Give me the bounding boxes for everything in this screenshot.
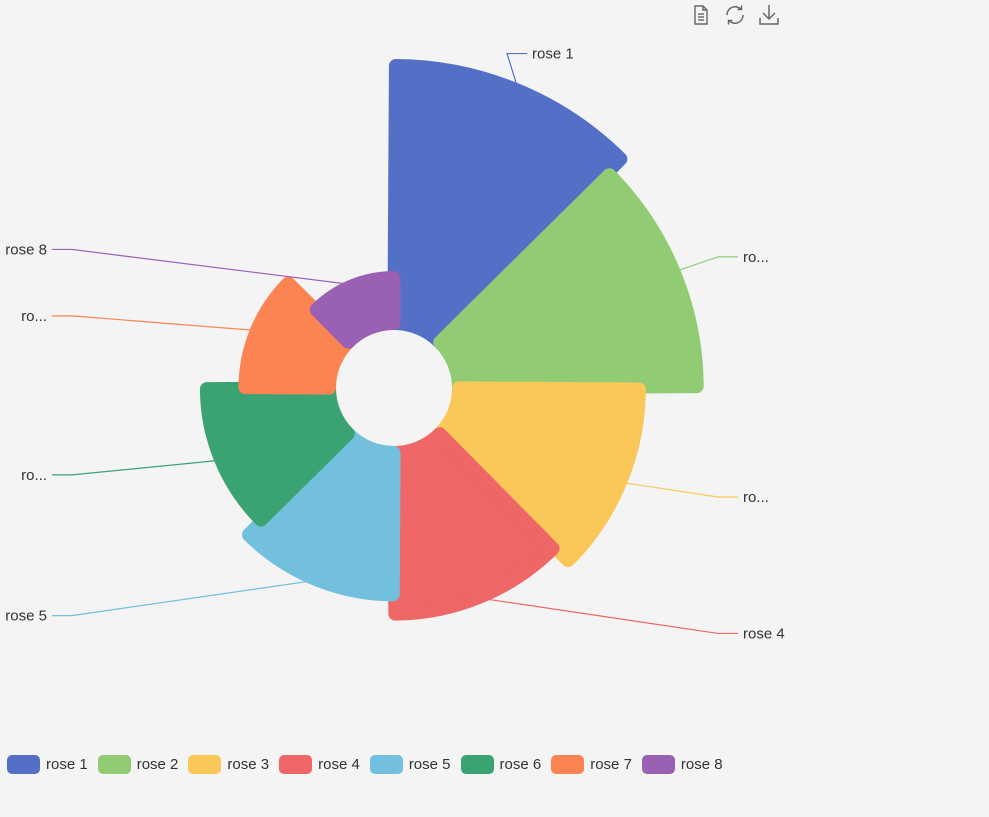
slice-label-rose-4: rose 4 [743, 625, 785, 642]
rose-slice-rose-3[interactable] [433, 381, 646, 568]
label-line-rose-2 [675, 256, 738, 272]
legend-item-rose-4[interactable]: rose 4 [279, 755, 360, 774]
slice-label-rose-1: rose 1 [532, 46, 574, 63]
legend-label: rose 6 [499, 756, 542, 773]
legend-item-rose-1[interactable]: rose 1 [7, 755, 88, 774]
legend-label: rose 1 [46, 756, 88, 773]
slice-label-rose-7: ro... [21, 308, 47, 325]
slice-label-rose-3: ro... [743, 489, 769, 506]
rose-slice-rose-5[interactable] [241, 427, 401, 602]
legend-label: rose 4 [318, 756, 360, 773]
slice-label-rose-6: ro... [21, 467, 47, 484]
label-line-rose-1 [506, 52, 527, 89]
chart-legend: rose 1 rose 2 rose 3 rose 4 rose 5 rose 6 rose… [7, 755, 723, 774]
legend-item-rose-8[interactable]: rose 8 [641, 755, 723, 774]
legend-label: rose 5 [408, 756, 451, 773]
label-line-rose-4 [481, 597, 738, 635]
data-view-icon[interactable] [688, 2, 714, 28]
legend-item-rose-5[interactable]: rose 5 [369, 755, 451, 774]
rose-slice-rose-7[interactable] [238, 276, 355, 395]
slice-label-rose-8: rose 8 [5, 241, 47, 258]
restore-icon[interactable] [722, 2, 748, 28]
rose-slice-rose-8[interactable] [309, 271, 401, 349]
legend-swatch [641, 755, 675, 774]
rose-chart: rose 1 ro... ro... rose 4 rose 5 ro... ro... ro… [5, 46, 785, 643]
legend-item-rose-7[interactable]: rose 7 [551, 755, 632, 774]
label-line-rose-5 [52, 579, 315, 617]
legend-swatch [188, 755, 222, 774]
label-line-rose-8 [52, 248, 352, 286]
label-line-rose-6 [52, 459, 220, 476]
legend-item-rose-6[interactable]: rose 6 [460, 755, 542, 774]
legend-swatch [97, 755, 131, 774]
slice-label-rose-2: ro... [743, 249, 769, 266]
legend-label: rose 7 [590, 756, 632, 773]
label-line-rose-7 [52, 315, 255, 331]
legend-swatch [369, 755, 403, 774]
legend-label: rose 8 [680, 756, 723, 773]
legend-item-rose-2[interactable]: rose 2 [97, 755, 179, 774]
rose-slice-rose-2[interactable] [433, 168, 704, 395]
legend-label: rose 3 [227, 756, 270, 773]
rose-slice-rose-1[interactable] [387, 59, 628, 349]
label-line-rose-3 [622, 481, 738, 498]
rose-slice-rose-6[interactable] [199, 381, 355, 527]
legend-item-rose-3[interactable]: rose 3 [188, 755, 269, 774]
legend-swatch [551, 755, 585, 774]
legend-swatch [279, 755, 313, 774]
legend-swatch [460, 755, 494, 774]
save-image-icon[interactable] [756, 2, 782, 28]
rose-slice-rose-4[interactable] [387, 427, 560, 621]
slice-label-rose-5: rose 5 [5, 608, 47, 625]
legend-label: rose 2 [136, 756, 179, 773]
legend-swatch [7, 755, 40, 774]
chart-toolbox [688, 2, 782, 28]
